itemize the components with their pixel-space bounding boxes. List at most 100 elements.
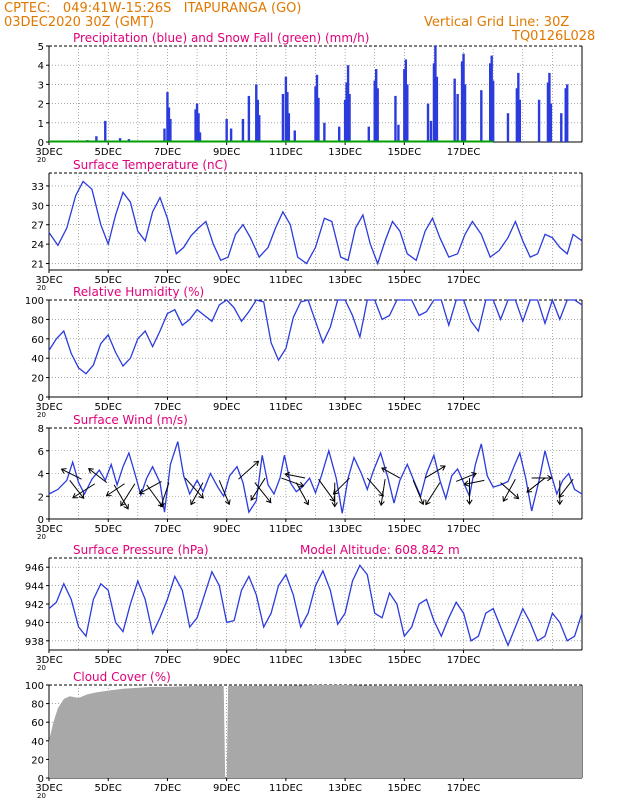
year-label-fragment: 20 xyxy=(37,792,46,800)
wind-vector xyxy=(285,473,306,479)
y-tick-label: 944 xyxy=(25,582,44,593)
y-tick-label: 3 xyxy=(38,80,44,91)
y-tick-label: 27 xyxy=(31,221,44,232)
y-tick-label: 20 xyxy=(31,374,44,385)
y-tick-label: 2 xyxy=(38,492,44,503)
x-tick-label: 17DEC xyxy=(447,783,481,794)
precip-bar xyxy=(548,72,551,142)
wind-arrowhead xyxy=(78,493,85,500)
series-line xyxy=(48,441,583,514)
x-tick-label: 17DEC xyxy=(447,655,481,666)
wind-arrowhead xyxy=(378,500,385,507)
precip-bar xyxy=(163,128,166,142)
y-tick-label: 8 xyxy=(38,424,44,435)
wind-arrowhead xyxy=(159,501,166,508)
wind-arrowhead xyxy=(250,495,256,501)
wind-arrowhead xyxy=(190,499,196,506)
precip-bar xyxy=(462,53,465,142)
wind-vector xyxy=(88,468,108,483)
wind-arrowhead xyxy=(72,492,78,499)
precip-bar xyxy=(560,113,563,142)
y-tick-label: 938 xyxy=(25,637,44,648)
panel-3 xyxy=(46,298,583,400)
x-tick-label: 17DEC xyxy=(447,402,481,413)
wind-vector xyxy=(333,477,350,495)
wind-vector xyxy=(254,482,272,503)
wind-vector xyxy=(295,482,309,505)
y-tick-label: 5 xyxy=(38,42,44,53)
wind-vector xyxy=(412,480,424,505)
x-tick-label: 17DEC xyxy=(447,275,481,286)
precip-bar xyxy=(394,95,397,142)
year-label-fragment: 20 xyxy=(37,533,46,541)
x-tick-label: 5DEC xyxy=(95,275,122,286)
precip-bar xyxy=(167,107,171,142)
precip-bar xyxy=(429,120,433,142)
precip-bar xyxy=(434,46,437,142)
y-tick-label: 0 xyxy=(38,774,44,785)
y-tick-label: 4 xyxy=(38,61,44,72)
x-tick-label: 15DEC xyxy=(387,147,421,158)
precip-bar xyxy=(229,128,233,142)
precip-bar xyxy=(225,118,228,142)
precip-bar xyxy=(460,61,464,142)
wind-arrowhead xyxy=(253,460,260,467)
wind-vector xyxy=(464,479,485,485)
precip-bar xyxy=(565,84,569,142)
year-label-fragment: 20 xyxy=(37,284,46,292)
x-tick-label: 5DEC xyxy=(95,402,122,413)
wind-arrowhead xyxy=(418,499,425,506)
wind-arrowhead xyxy=(88,468,94,474)
wind-vector xyxy=(190,482,204,505)
precip-bar xyxy=(346,65,350,142)
wind-vector xyxy=(160,482,170,507)
precip-bar xyxy=(197,113,200,142)
vertical-grid-note: Vertical Grid Line: 30Z xyxy=(424,15,570,30)
precip-bar xyxy=(453,78,456,142)
date-header: 03DEC2020 30Z (GMT) xyxy=(4,15,155,30)
precip-bar xyxy=(256,99,259,142)
x-tick-label: 11DEC xyxy=(269,524,303,535)
y-tick-label: 20 xyxy=(31,755,44,766)
wind-vector xyxy=(455,472,477,482)
x-tick-label: 9DEC xyxy=(213,402,240,413)
precip-bar xyxy=(426,103,430,142)
wind-arrowhead xyxy=(224,499,231,506)
wind-arrowhead xyxy=(425,499,431,506)
x-tick-label: 15DEC xyxy=(387,783,421,794)
precip-bar xyxy=(258,115,261,142)
precip-bar xyxy=(95,136,98,142)
panel-title: Cloud Cover (%) xyxy=(73,670,171,684)
wind-arrowhead xyxy=(284,471,290,478)
wind-arrowhead xyxy=(471,472,478,478)
wind-arrowhead xyxy=(440,465,446,471)
x-tick-label: 15DEC xyxy=(387,275,421,286)
precip-bar xyxy=(166,92,169,142)
precip-bar xyxy=(286,92,289,142)
x-tick-label: 7DEC xyxy=(154,783,181,794)
precip-bar xyxy=(564,88,567,142)
y-tick-label: 40 xyxy=(31,354,44,365)
wind-vector xyxy=(238,460,259,480)
precip-bar xyxy=(546,82,550,142)
x-tick-label: 7DEC xyxy=(154,275,181,286)
x-tick-label: 13DEC xyxy=(328,147,362,158)
precip-bar xyxy=(463,84,467,142)
wind-arrowhead xyxy=(120,500,126,507)
y-tick-label: 100 xyxy=(25,681,44,692)
x-tick-label: 7DEC xyxy=(154,655,181,666)
wind-vector xyxy=(502,478,516,502)
precip-bar xyxy=(315,74,319,142)
y-tick-label: 80 xyxy=(31,315,44,326)
precip-bar xyxy=(194,109,197,142)
x-tick-label: 3DEC xyxy=(35,402,62,413)
wind-vector xyxy=(69,480,85,499)
wind-vector xyxy=(281,477,304,487)
wind-arrowhead xyxy=(303,499,310,506)
y-tick-label: 80 xyxy=(31,700,44,711)
precip-bar xyxy=(348,94,351,142)
precip-bar xyxy=(403,69,406,142)
precip-bar xyxy=(195,103,199,142)
y-tick-label: 0 xyxy=(38,393,44,404)
precip-bar xyxy=(169,118,172,142)
